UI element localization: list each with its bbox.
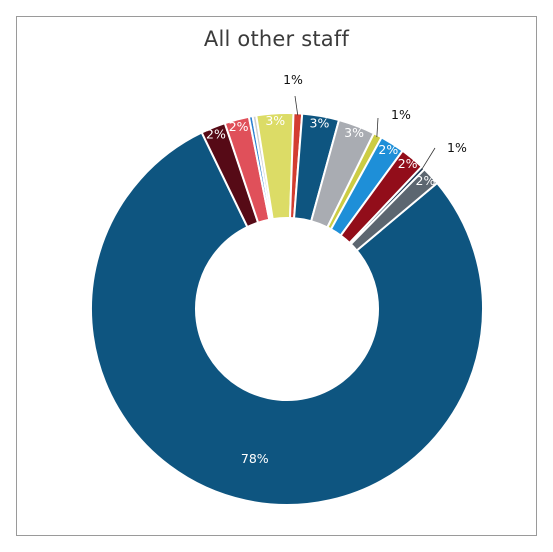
slice-label-8: 3% — [344, 125, 364, 140]
callout-line-12 — [421, 147, 436, 170]
slice-label-12: 1% — [447, 140, 467, 155]
slice-label-5: 3% — [265, 113, 285, 128]
donut-slice-0 — [90, 131, 484, 506]
slice-label-7: 3% — [310, 115, 330, 130]
slice-label-6: 1% — [283, 72, 303, 87]
slice-label-13: 2% — [416, 173, 436, 188]
slice-label-1: 2% — [206, 126, 226, 141]
slice-label-0: 78% — [241, 451, 269, 466]
donut-slice-13 — [349, 167, 439, 252]
slice-label-9: 1% — [391, 107, 411, 122]
callout-line-9 — [376, 117, 379, 138]
callout-line-6 — [294, 95, 299, 116]
slice-label-10: 2% — [378, 142, 398, 157]
slice-label-2: 2% — [229, 119, 249, 134]
chart-title: All other staff — [203, 27, 350, 51]
slice-label-11: 2% — [398, 156, 418, 171]
